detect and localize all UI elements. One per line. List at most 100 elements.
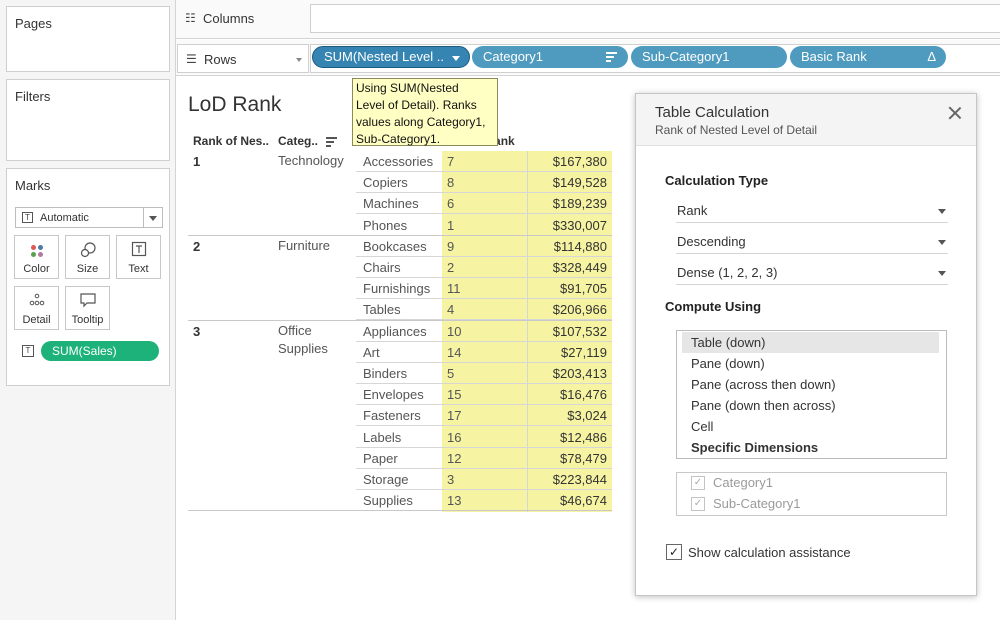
sales-cell: $27,119 <box>560 344 607 360</box>
tooltip-button[interactable]: Tooltip <box>65 286 110 330</box>
basic-rank-cell: 9 <box>447 238 455 254</box>
pages-shelf[interactable]: Pages <box>6 6 170 72</box>
size-button[interactable]: Size <box>65 235 110 279</box>
compute-option-pane-down[interactable]: Pane (down) <box>691 356 765 371</box>
compute-option-table-down[interactable]: Table (down) <box>682 332 939 353</box>
sales-cell: $149,528 <box>552 175 607 191</box>
show-assistance-checkbox[interactable]: ✓ <box>666 544 682 560</box>
subcategory-cell: Paper <box>363 450 398 466</box>
table-row[interactable]: Bookcases 9 $114,880 <box>356 236 612 257</box>
sort-order-select[interactable]: Descending <box>676 232 948 254</box>
tooltip-label: Tooltip <box>71 314 104 326</box>
group-rank: 1 <box>193 154 201 169</box>
subcategory-cell: Accessories <box>363 154 434 169</box>
text-button[interactable]: Text <box>116 235 161 279</box>
sales-cell: $167,380 <box>552 154 607 169</box>
chevron-down-icon <box>149 216 157 221</box>
sales-cell: $78,479 <box>560 450 607 466</box>
basic-rank-cell: 12 <box>447 450 462 466</box>
sum-sales-pill[interactable]: SUM(Sales) <box>41 341 159 361</box>
detail-label: Detail <box>22 314 51 326</box>
table-row[interactable]: Tables 4 $206,966 <box>356 299 612 321</box>
rank-header[interactable]: Rank of Nes.. <box>193 134 270 148</box>
group-divider <box>188 234 612 236</box>
basic-rank-cell: 17 <box>447 408 462 424</box>
marks-card: Marks T Automatic Color Size Text Detail <box>6 168 170 386</box>
compute-option-cell[interactable]: Cell <box>691 419 714 434</box>
subcategory-cell: Art <box>363 344 380 360</box>
subcategory-cell: Fasteners <box>363 408 421 424</box>
basic-rank-cell: 14 <box>447 344 462 360</box>
basic-rank-pill[interactable]: Basic Rank Δ <box>790 46 946 68</box>
calculation-type-select[interactable]: Rank <box>676 201 948 223</box>
compute-using-list: Table (down) Pane (down) Pane (across th… <box>676 330 947 459</box>
checkmark-icon: ✓ <box>691 476 705 490</box>
rows-icon: ☰ <box>186 52 197 66</box>
text-label: Text <box>128 263 149 275</box>
table-row[interactable]: Fasteners 17 $3,024 <box>356 405 612 427</box>
sales-cell: $46,674 <box>560 493 607 509</box>
sales-cell: $107,532 <box>552 323 607 339</box>
table-row[interactable]: Appliances 10 $107,532 <box>356 321 612 342</box>
basic-rank-cell: 6 <box>447 196 455 212</box>
sort-icon <box>606 52 617 64</box>
mark-type-dropdown[interactable]: T Automatic <box>15 207 163 228</box>
detail-icon <box>29 293 44 306</box>
category1-pill[interactable]: Category1 <box>472 46 628 68</box>
compute-option-pane-across-then-down[interactable]: Pane (across then down) <box>691 377 836 392</box>
sales-cell: $328,449 <box>552 260 607 275</box>
group-rank: 2 <box>193 238 201 254</box>
table-row[interactable]: Chairs 2 $328,449 <box>356 257 612 278</box>
nested-lod-pill[interactable]: SUM(Nested Level .. <box>312 46 470 68</box>
basic-rank-cell: 10 <box>447 323 462 339</box>
subcategory-cell: Binders <box>363 366 408 381</box>
table-row[interactable]: Accessories 7 $167,380 <box>356 151 612 172</box>
checkmark-icon: ✓ <box>691 497 705 511</box>
compute-option-specific-dimensions[interactable]: Specific Dimensions <box>691 440 819 455</box>
chevron-down-icon <box>938 271 946 276</box>
subcategory-cell: Machines <box>363 196 419 212</box>
table-row[interactable]: Storage 3 $223,844 <box>356 469 612 490</box>
table-row[interactable]: Machines 6 $189,239 <box>356 193 612 215</box>
table-row[interactable]: Labels 16 $12,486 <box>356 427 612 448</box>
basic-rank-cell: 4 <box>447 302 455 318</box>
subcategory-cell: Supplies <box>363 493 413 509</box>
table-row[interactable]: Binders 5 $203,413 <box>356 363 612 384</box>
text-icon <box>131 241 146 257</box>
table-row[interactable]: Paper 12 $78,479 <box>356 448 612 469</box>
sales-cell: $203,413 <box>552 366 607 381</box>
detail-button[interactable]: Detail <box>14 286 59 330</box>
sales-cell: $223,844 <box>552 472 607 487</box>
subcategory1-pill[interactable]: Sub-Category1 <box>631 46 787 68</box>
subcategory-cell: Copiers <box>363 175 408 191</box>
table-row[interactable]: Supplies 13 $46,674 <box>356 490 612 512</box>
columns-drop-area[interactable] <box>310 4 1000 33</box>
basic-rank-cell: 15 <box>447 387 462 403</box>
basic-rank-cell: 8 <box>447 175 455 191</box>
table-row[interactable]: Copiers 8 $149,528 <box>356 172 612 194</box>
table-row[interactable]: Envelopes 15 $16,476 <box>356 384 612 406</box>
sort-icon[interactable] <box>326 136 338 147</box>
compute-using-label: Compute Using <box>665 299 762 314</box>
filters-shelf[interactable]: Filters <box>6 79 170 161</box>
chevron-down-icon <box>452 56 460 61</box>
close-icon[interactable] <box>947 105 963 121</box>
subcategory-cell: Envelopes <box>363 387 424 403</box>
chevron-down-icon <box>296 58 302 62</box>
size-icon <box>80 242 96 258</box>
table-row[interactable]: Art 14 $27,119 <box>356 342 612 363</box>
compute-option-pane-down-then-across[interactable]: Pane (down then across) <box>691 398 836 413</box>
sales-cell: $91,705 <box>560 281 607 297</box>
color-dots-icon <box>30 244 44 258</box>
category-header[interactable]: Categ.. <box>278 134 338 148</box>
left-side-panel: Pages Filters Marks T Automatic Color Si… <box>0 0 176 620</box>
table-calc-delta-icon: Δ <box>927 49 936 64</box>
rank-method-select[interactable]: Dense (1, 2, 2, 3) <box>676 263 948 285</box>
color-button[interactable]: Color <box>14 235 59 279</box>
table-row[interactable]: Furnishings 11 $91,705 <box>356 278 612 300</box>
group-rank: 3 <box>193 323 201 339</box>
table-row[interactable]: Phones 1 $330,007 <box>356 215 612 236</box>
dimensions-box: ✓ Category1 ✓ Sub-Category1 <box>676 472 947 516</box>
subcategory-cell: Storage <box>363 472 409 487</box>
text-encoding-icon: T <box>22 345 34 357</box>
